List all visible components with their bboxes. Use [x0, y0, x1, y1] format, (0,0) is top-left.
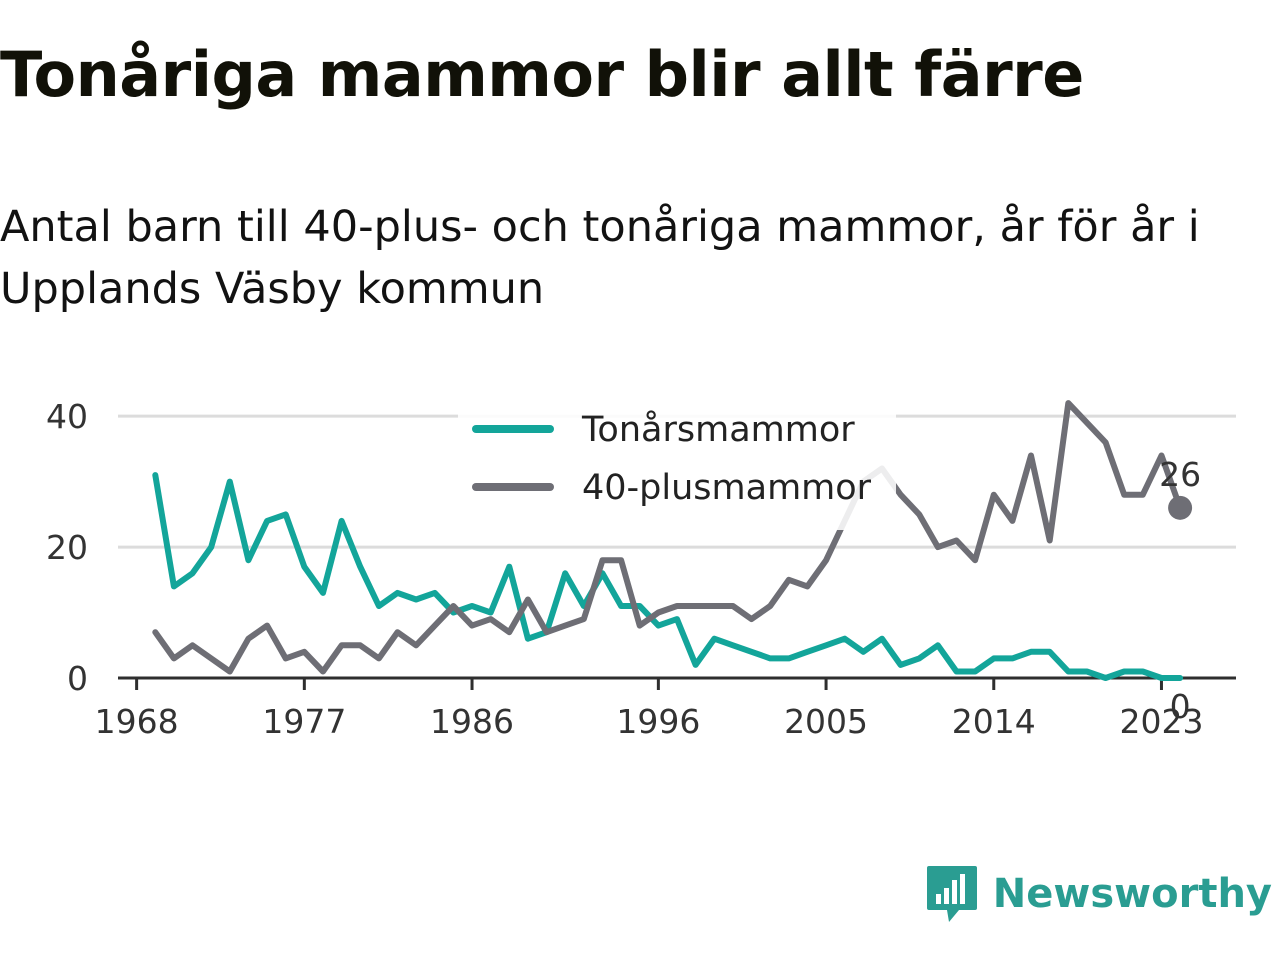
x-tick-label-2023: 2023 [1119, 702, 1203, 741]
legend-box [458, 402, 896, 530]
end-point-40-plusmammor [1168, 495, 1193, 520]
y-tick-label-40: 40 [46, 397, 88, 436]
x-tick-label-1968: 1968 [95, 702, 179, 741]
x-tick-label-1977: 1977 [262, 702, 346, 741]
end-label-ton-rsmammor: 0 [1170, 687, 1191, 726]
brand-name: Newsworthy [992, 871, 1272, 917]
chart-title: Tonåriga mammor blir allt färre [0, 38, 1084, 111]
y-tick-label-0: 0 [67, 659, 88, 698]
x-tick-label-1996: 1996 [616, 702, 700, 741]
x-tick-label-2014: 2014 [952, 702, 1036, 741]
legend-label-ton-rsmammor: Tonårsmammor [581, 409, 855, 450]
chart-subtitle: Antal barn till 40-plus- och tonåriga ma… [0, 202, 1200, 314]
series-line-40-plusmammor [152, 400, 1184, 675]
end-label-40-plusmammor: 26 [1159, 455, 1201, 494]
brand-logo: Newsworthy [925, 862, 1272, 926]
x-tick-label-2005: 2005 [784, 702, 868, 741]
x-tick-label-1986: 1986 [430, 702, 514, 741]
series-line-ton-rsmammor [152, 472, 1184, 681]
newsworthy-logo-icon [926, 866, 977, 922]
legend-label-40-plusmammor: 40-plusmammor [582, 468, 872, 508]
y-tick-label-20: 20 [46, 528, 88, 567]
